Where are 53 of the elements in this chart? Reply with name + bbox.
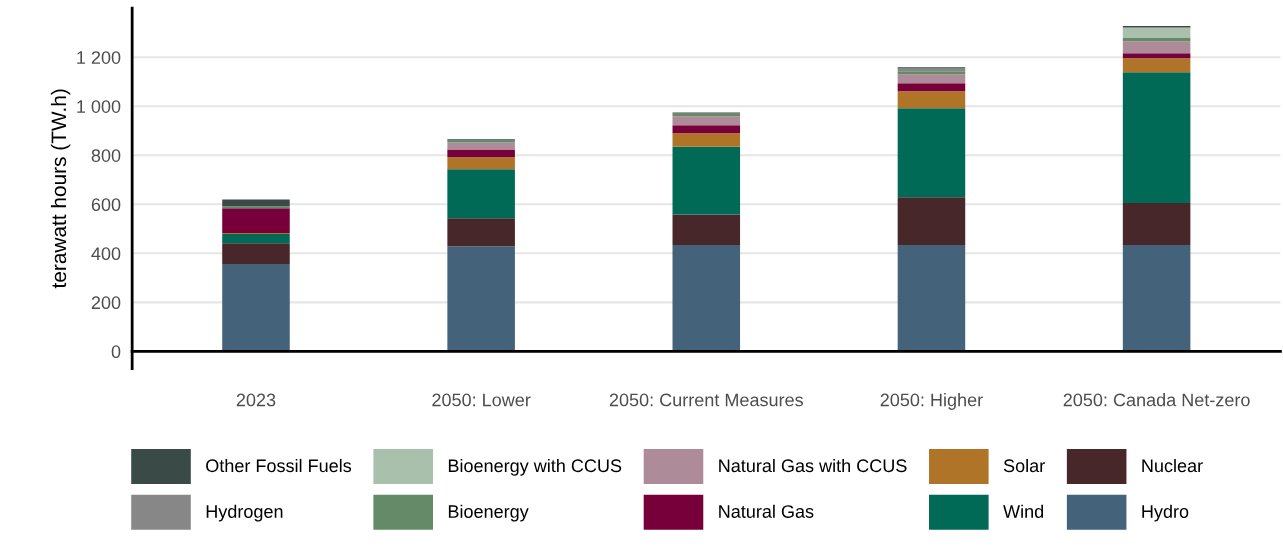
bar xyxy=(672,133,741,147)
bar xyxy=(1122,58,1191,73)
bar xyxy=(672,245,741,352)
bar xyxy=(897,74,966,84)
bar xyxy=(897,83,966,92)
bar xyxy=(447,246,515,352)
bar xyxy=(1122,28,1191,39)
bar xyxy=(672,125,741,134)
bar xyxy=(897,108,966,198)
legend-label: Nuclear xyxy=(1142,458,1203,473)
x-tick-label: 2050: Lower xyxy=(432,393,531,407)
y-tick-label: 1 000 xyxy=(77,100,121,113)
bar xyxy=(897,197,966,245)
y-tick-label: 600 xyxy=(91,198,121,212)
bar xyxy=(1122,53,1191,59)
bar xyxy=(1122,203,1191,245)
bar xyxy=(222,199,290,207)
bar xyxy=(1122,38,1191,42)
y-tick-label: 0 xyxy=(111,345,121,359)
bar xyxy=(672,146,741,215)
x-tick-label: 2023 xyxy=(236,393,276,407)
x-tick-label: 2050: Canada Net-zero xyxy=(1063,393,1250,407)
bar xyxy=(447,218,515,247)
bar xyxy=(222,233,290,244)
bar xyxy=(447,149,515,158)
legend-label: Natural Gas with CCUS xyxy=(719,458,907,473)
y-axis-title: terawatt hours (TW.h) xyxy=(50,89,71,289)
bar xyxy=(672,116,741,126)
bar xyxy=(1122,41,1191,54)
bar xyxy=(222,243,290,265)
bar xyxy=(672,214,741,245)
bar xyxy=(1122,72,1191,204)
y-tick-label: 1 200 xyxy=(77,51,121,64)
x-tick-label: 2050: Current Measures xyxy=(609,393,803,407)
y-tick-label: 800 xyxy=(91,149,121,162)
legend-label: Hydro xyxy=(1142,504,1189,522)
legend-label: Solar xyxy=(1003,458,1045,473)
bar xyxy=(222,264,290,352)
bar xyxy=(897,245,966,352)
y-tick-label: 200 xyxy=(91,296,121,310)
bar xyxy=(447,157,515,170)
legend-label: Natural Gas xyxy=(719,504,814,518)
legend-label: Other Fossil Fuels xyxy=(206,458,352,473)
x-tick-label: 2050: Higher xyxy=(880,393,983,410)
bar xyxy=(447,169,515,219)
legend-label: Bioenergy with CCUS xyxy=(448,458,622,476)
legend-label: Bioenergy xyxy=(448,504,529,522)
legend-label: Hydrogen xyxy=(206,504,283,522)
bar xyxy=(222,208,290,233)
bar xyxy=(897,91,966,109)
legend-label: Wind xyxy=(1003,504,1044,518)
bar xyxy=(1122,245,1191,352)
y-tick-label: 400 xyxy=(91,247,121,261)
